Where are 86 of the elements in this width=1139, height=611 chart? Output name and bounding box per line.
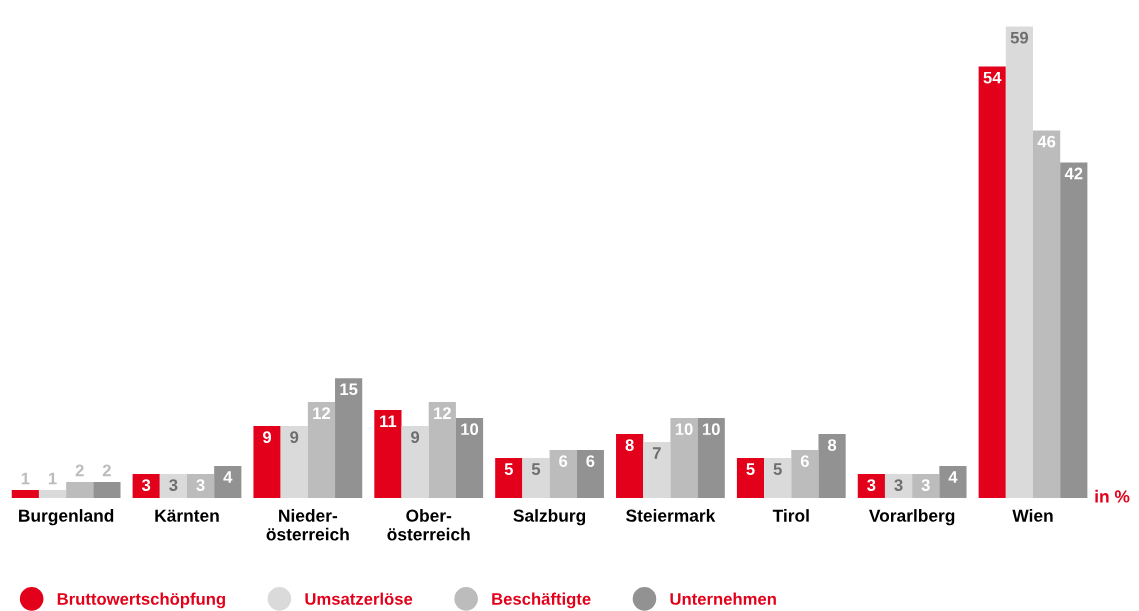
data-label: 12	[434, 407, 451, 419]
bar	[495, 458, 523, 498]
data-label: 9	[263, 431, 272, 444]
data-label: 3	[169, 479, 178, 491]
data-label: 5	[531, 463, 541, 475]
data-label: 1	[21, 472, 30, 485]
legend-label: Bruttowertschöpfung	[57, 592, 225, 609]
bar	[401, 426, 429, 498]
bar	[791, 450, 819, 498]
bar	[939, 466, 967, 498]
data-label: 5	[504, 463, 513, 475]
data-label: 2	[102, 464, 111, 477]
bar	[307, 402, 336, 498]
bar	[1033, 130, 1061, 498]
data-label: 8	[827, 439, 837, 452]
data-label: 59	[1010, 31, 1029, 44]
data-label: 6	[559, 455, 568, 467]
x-tick-label: Wien	[1012, 509, 1053, 522]
data-label: 2	[75, 464, 84, 477]
data-label: 4	[948, 471, 958, 483]
bar	[132, 474, 160, 498]
bar	[736, 458, 765, 498]
bar	[280, 426, 308, 498]
bar	[884, 474, 913, 498]
bar	[670, 418, 698, 498]
data-label: 3	[894, 479, 903, 491]
bar	[764, 458, 792, 498]
bar	[912, 474, 940, 498]
data-label: 1	[48, 472, 57, 485]
x-tick-label: Tirol	[772, 509, 809, 522]
bar	[455, 418, 484, 498]
bar	[253, 426, 281, 498]
data-label: 9	[411, 431, 420, 444]
data-label: 11	[380, 415, 397, 427]
bar	[214, 466, 242, 498]
x-tick-label: Kärnten	[155, 509, 219, 522]
data-label: 10	[461, 423, 479, 436]
data-label: 54	[983, 71, 1002, 84]
x-tick-label: Steiermark	[626, 509, 716, 522]
x-tick-label: Salzburg	[513, 509, 586, 526]
legend-label: Unternehmen	[670, 592, 776, 605]
data-label: 6	[800, 455, 809, 467]
data-label: 4	[223, 471, 233, 483]
data-label: 5	[773, 463, 782, 475]
data-label: 15	[340, 383, 358, 396]
bar	[818, 434, 846, 498]
data-label: 46	[1037, 135, 1056, 148]
bar	[549, 450, 577, 498]
legend-label: Umsatzerlöse	[305, 592, 413, 605]
bar	[428, 402, 456, 498]
bar	[66, 481, 94, 498]
data-label: 3	[867, 479, 876, 491]
data-label: 3	[196, 479, 205, 491]
data-label: 9	[290, 431, 299, 444]
bar	[697, 418, 725, 498]
bar	[1005, 26, 1034, 498]
data-label: 6	[586, 455, 595, 467]
x-tick-label: Vorarlberg	[869, 509, 955, 526]
bar	[38, 489, 67, 498]
bar	[186, 474, 215, 498]
data-label: 42	[1064, 167, 1083, 180]
data-label: 10	[675, 423, 693, 436]
bar	[643, 442, 671, 498]
data-label: 3	[921, 479, 930, 491]
bar	[159, 474, 187, 498]
bar	[335, 378, 363, 498]
bar	[857, 474, 885, 498]
bar	[93, 481, 121, 498]
bar	[576, 450, 604, 498]
bar	[1060, 162, 1088, 498]
x-tick-label: Burgenland	[19, 509, 114, 526]
data-label: 12	[313, 407, 331, 419]
data-label: 8	[625, 439, 634, 452]
bar	[374, 410, 402, 498]
data-label: 3	[141, 479, 151, 491]
bar	[978, 66, 1006, 498]
bar	[11, 489, 39, 498]
data-label: 10	[703, 423, 720, 436]
x-tick-label: Nieder- österreich	[266, 509, 349, 541]
data-label: 5	[746, 463, 755, 475]
x-tick-label: Ober- österreich	[387, 509, 470, 541]
bar	[616, 434, 644, 498]
data-label: 7	[652, 447, 661, 459]
legend-label: Beschäftigte	[492, 592, 591, 609]
text: in %	[1095, 489, 1130, 503]
bar	[522, 458, 550, 498]
